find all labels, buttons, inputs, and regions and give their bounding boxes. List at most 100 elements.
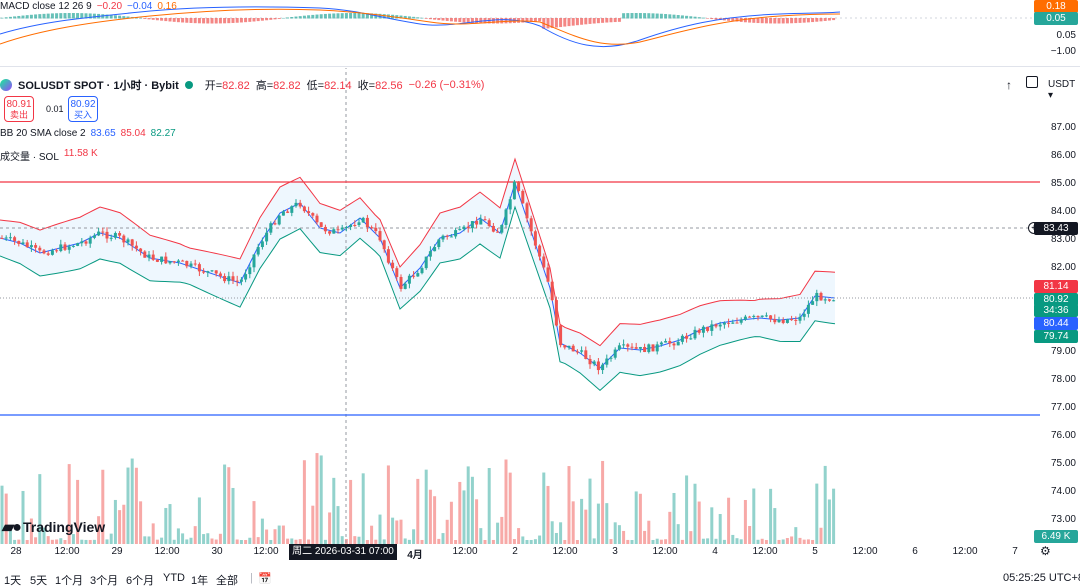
- volume-bar: [575, 539, 579, 544]
- macd-histogram-bar: [567, 18, 571, 27]
- macd-pane[interactable]: MACD close 12 26 9 −0.20 −0.04 0.16 0.18…: [0, 0, 1080, 64]
- candle-body: [353, 224, 357, 226]
- volume-bar: [714, 538, 718, 544]
- clock-timezone[interactable]: 05:25:25 UTC+8: [1003, 572, 1080, 584]
- buy-button[interactable]: 80.92 买入: [68, 96, 98, 122]
- macd-histogram-bar: [80, 13, 84, 19]
- candle-body: [155, 259, 159, 262]
- candle-body: [407, 275, 411, 284]
- price-axis-label: 87.00: [1050, 122, 1076, 133]
- range-1d-button[interactable]: 1天: [4, 575, 22, 587]
- volume-legend[interactable]: 成交量 · SOL 11.58 K: [0, 148, 98, 163]
- candle-body: [571, 345, 575, 352]
- price-axis-label: 84.00: [1050, 206, 1076, 217]
- macd-histogram-bar: [588, 18, 592, 24]
- candle-body: [273, 223, 277, 225]
- range-1m-button[interactable]: 1个月: [55, 575, 84, 587]
- volume-bar: [433, 496, 437, 544]
- range-3m-button[interactable]: 3个月: [90, 575, 119, 587]
- candle-body: [403, 283, 407, 289]
- calendar-goto-icon[interactable]: 📅: [258, 573, 272, 585]
- volume-bar: [832, 488, 836, 544]
- macd-histogram-bar: [172, 18, 176, 22]
- bb-title: BB 20 SMA close 2: [0, 128, 86, 139]
- bottom-toolbar[interactable]: 1天 5天 1个月 3个月 6个月 YTD 1年 全部 | 📅 05:25:25…: [0, 570, 1080, 588]
- pane-divider[interactable]: [0, 66, 1080, 67]
- macd-histogram-bar: [235, 18, 239, 23]
- macd-histogram-bar: [92, 13, 96, 19]
- candle-body: [458, 229, 462, 231]
- range-6m-button[interactable]: 6个月: [126, 575, 155, 587]
- macd-histogram-bar: [714, 18, 718, 20]
- macd-histogram-bar: [256, 18, 260, 22]
- macd-histogram-bar: [760, 18, 764, 24]
- macd-histogram-bar: [756, 18, 760, 24]
- time-axis-label: 12:00: [552, 546, 578, 557]
- volume-bar: [752, 488, 756, 544]
- volume-bar: [428, 489, 432, 544]
- candle-body: [454, 230, 458, 237]
- macd-histogram-bar: [370, 13, 374, 19]
- candle-body: [8, 237, 12, 239]
- candle-body: [71, 245, 75, 247]
- macd-histogram-bar: [458, 18, 462, 23]
- candle-body: [445, 235, 449, 237]
- candle-body: [475, 221, 479, 225]
- volume-bar: [630, 539, 634, 544]
- candle-body: [424, 256, 428, 269]
- macd-histogram-bar: [311, 14, 315, 19]
- macd-histogram-bar: [38, 14, 42, 19]
- volume-bar: [248, 537, 252, 544]
- settings-gear-icon[interactable]: ⚙: [1040, 544, 1051, 558]
- volume-tag: 6.49 K: [1034, 530, 1078, 543]
- candle-body: [134, 245, 138, 249]
- candle-body: [512, 181, 516, 200]
- price-axis-label: 83.00: [1050, 234, 1076, 245]
- sell-button[interactable]: 80.91 卖出: [4, 96, 34, 122]
- range-ytd-button[interactable]: YTD: [163, 572, 185, 584]
- time-axis-label: 2: [512, 546, 518, 557]
- volume-bar: [617, 525, 621, 544]
- price-chart[interactable]: [0, 68, 1040, 546]
- macd-histogram-bar: [592, 18, 596, 24]
- macd-histogram-bar: [252, 18, 256, 22]
- volume-bar: [67, 464, 71, 544]
- fullscreen-icon[interactable]: [1026, 76, 1038, 88]
- volume-bar: [622, 530, 626, 544]
- low-value: 82.14: [324, 80, 352, 92]
- time-axis-label: 7: [1012, 546, 1018, 557]
- candle-body: [151, 254, 155, 260]
- macd-histogram-bar: [584, 18, 588, 25]
- volume-bar: [260, 518, 264, 544]
- macd-histogram-bar: [63, 13, 67, 19]
- candle-body: [109, 237, 113, 239]
- macd-histogram-bar: [105, 14, 109, 19]
- volume-bar: [500, 516, 504, 544]
- volume-bar: [63, 540, 67, 544]
- volume-bar: [496, 522, 500, 544]
- range-1y-button[interactable]: 1年: [191, 575, 209, 587]
- arrow-up-icon[interactable]: ↑: [1006, 78, 1012, 92]
- candle-body: [622, 344, 626, 346]
- macd-histogram-bar: [470, 18, 474, 23]
- macd-legend[interactable]: MACD close 12 26 9 −0.20 −0.04 0.16: [0, 0, 177, 14]
- symbol-title[interactable]: SOLUSDT SPOT · 1小时 · Bybit: [18, 80, 179, 92]
- candle-body: [693, 329, 697, 339]
- tradingview-logo[interactable]: ▰● TradingView: [2, 517, 105, 537]
- volume-bar: [59, 538, 63, 544]
- time-axis[interactable]: 28 12:00 29 12:00 30 12:00 4月 12:00 2 12…: [0, 546, 1040, 561]
- macd-histogram-bar: [286, 17, 290, 19]
- volume-bar: [374, 539, 378, 544]
- volume-bar: [38, 474, 42, 544]
- symbol-header[interactable]: SOLUSDT SPOT · 1小时 · Bybit 开=82.82 高=82.…: [0, 77, 484, 93]
- bb-legend[interactable]: BB 20 SMA close 2 83.65 85.04 82.27: [0, 128, 176, 139]
- volume-bar: [193, 526, 197, 544]
- volume-bar: [50, 539, 54, 544]
- range-all-button[interactable]: 全部: [216, 575, 238, 587]
- candle-body: [42, 250, 46, 254]
- macd-histogram-bar: [475, 18, 479, 24]
- range-5d-button[interactable]: 5天: [30, 575, 48, 587]
- tradingview-logo-text: TradingView: [22, 519, 106, 535]
- currency-select[interactable]: USDT ▾: [1048, 79, 1080, 101]
- bb-upper-line: [0, 157, 836, 347]
